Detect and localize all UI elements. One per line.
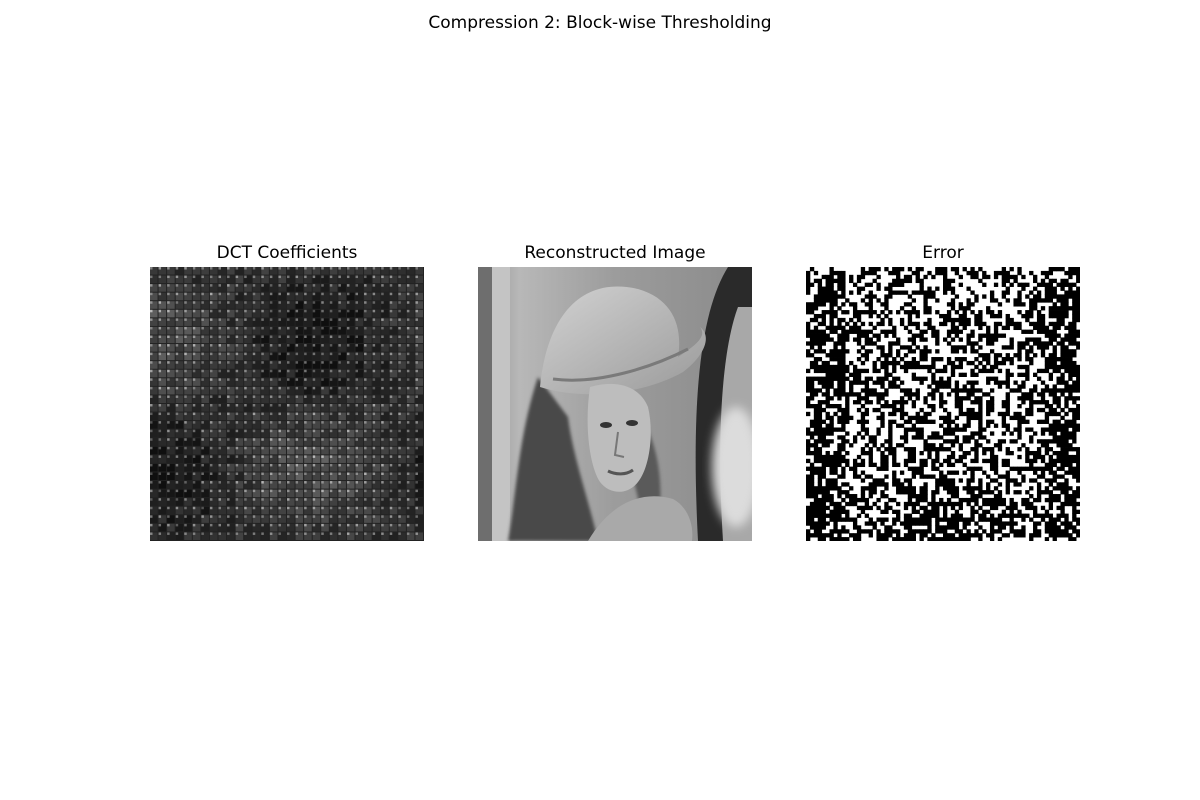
dct-coefficients-title: DCT Coefficients (216, 243, 358, 263)
reconstructed-image (478, 267, 752, 541)
error-title: Error (922, 243, 964, 263)
reconstructed-image-title: Reconstructed Image (524, 243, 706, 263)
figure-title: Compression 2: Block-wise Thresholding (428, 13, 772, 33)
error-image (806, 267, 1080, 541)
dct-coefficients-image (150, 267, 424, 541)
